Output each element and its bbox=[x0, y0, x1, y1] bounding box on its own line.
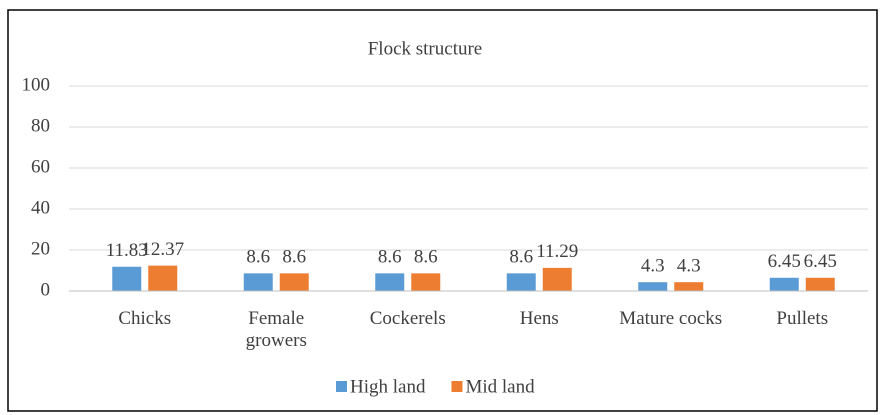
y-tick-label: 0 bbox=[41, 279, 51, 300]
y-tick-label: 60 bbox=[31, 156, 50, 177]
bar bbox=[674, 282, 704, 291]
data-label: 6.45 bbox=[768, 251, 801, 272]
data-label: 8.6 bbox=[378, 247, 402, 268]
bar bbox=[148, 265, 178, 291]
data-label: 11.29 bbox=[536, 241, 578, 262]
bar bbox=[112, 266, 142, 291]
bar bbox=[411, 273, 441, 291]
legend-swatch bbox=[336, 381, 347, 392]
bar bbox=[638, 282, 668, 291]
x-tick-label: Chicks bbox=[118, 308, 172, 329]
y-tick-label: 100 bbox=[22, 74, 51, 95]
x-tick-label: Mature cocks bbox=[619, 308, 723, 329]
x-tick-label: Female growers bbox=[245, 308, 307, 351]
chart-title: Flock structure bbox=[368, 38, 483, 59]
x-tick-label: Hens bbox=[519, 308, 559, 329]
x-tick-label: Cockerels bbox=[369, 308, 446, 329]
data-label: 8.6 bbox=[246, 247, 270, 268]
legend-swatch bbox=[451, 381, 463, 392]
data-label: 6.45 bbox=[804, 251, 837, 272]
bar bbox=[805, 277, 835, 291]
data-label: 8.6 bbox=[282, 247, 306, 268]
legend-label: Mid land bbox=[465, 376, 535, 397]
bar bbox=[542, 267, 572, 291]
chart-border bbox=[7, 9, 878, 412]
bar bbox=[506, 273, 536, 291]
y-tick-label: 80 bbox=[31, 115, 50, 136]
legend-label: High land bbox=[350, 376, 426, 397]
data-label: 4.3 bbox=[677, 256, 701, 277]
bar bbox=[375, 273, 405, 291]
data-label: 12.37 bbox=[141, 239, 184, 260]
data-label: 4.3 bbox=[641, 256, 665, 277]
y-tick-label: 20 bbox=[31, 238, 50, 259]
data-label: 11.83 bbox=[106, 240, 148, 261]
y-tick-label: 40 bbox=[31, 197, 50, 218]
bar bbox=[279, 273, 309, 291]
data-label: 8.6 bbox=[509, 247, 533, 268]
x-tick-label: Pullets bbox=[776, 308, 829, 329]
bar bbox=[243, 273, 273, 291]
data-label: 8.6 bbox=[414, 247, 438, 268]
bar bbox=[769, 277, 799, 291]
